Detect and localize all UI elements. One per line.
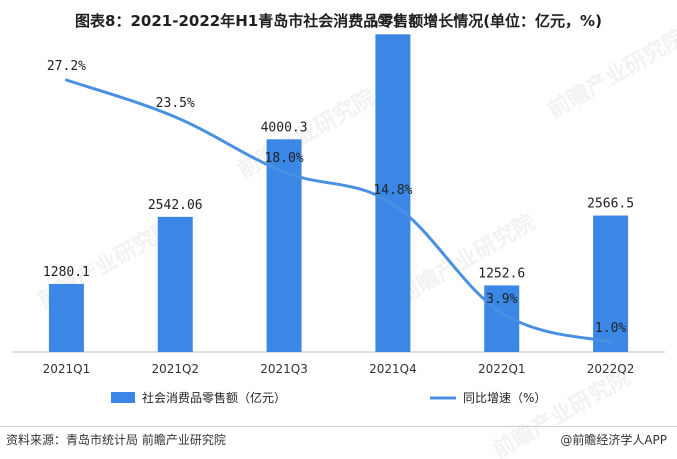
line-data-label: 1.0% — [595, 321, 626, 336]
line-data-label: 18.0% — [265, 151, 304, 166]
legend-bar-swatch — [111, 392, 135, 403]
legend-bar-label: 社会消费品零售额（亿元） — [142, 390, 286, 405]
bar — [593, 215, 629, 352]
x-tick-label: 2021Q1 — [43, 362, 91, 376]
line-labels: 27.2% 23.5% 18.0% 14.8% 3.9% 1.0% — [47, 59, 627, 336]
x-tick-labels: 2021Q1 2021Q2 2021Q3 2021Q4 2022Q1 2022Q2 — [43, 362, 635, 376]
bar-data-label: 5975.4 — [369, 15, 416, 30]
x-tick-label: 2021Q3 — [260, 362, 308, 376]
bar-data-label: 2566.5 — [587, 197, 634, 212]
legend-line-label: 同比增速（%） — [463, 391, 546, 405]
bar — [48, 283, 84, 352]
line-data-label: 27.2% — [47, 59, 86, 74]
x-tick-label: 2022Q2 — [587, 362, 635, 376]
line-data-label: 23.5% — [156, 96, 195, 111]
bar-labels: 1280.1 2542.06 4000.3 5975.4 1252.6 2566.5 — [43, 15, 634, 281]
x-tick-label: 2022Q1 — [478, 362, 526, 376]
bar-data-label: 2542.06 — [148, 198, 203, 213]
growth-line — [64, 78, 613, 344]
legend: 社会消费品零售额（亿元） 同比增速（%） — [111, 390, 546, 405]
x-tick-label: 2021Q2 — [151, 362, 199, 376]
brand-label: @前瞻经济学人APP — [560, 433, 667, 447]
bar-series — [48, 34, 629, 353]
source-note: 资料来源：青岛市统计局 前瞻产业研究院 — [6, 433, 226, 447]
bar-data-label: 1280.1 — [43, 265, 90, 280]
bar — [157, 216, 193, 352]
x-tick-label: 2021Q4 — [369, 362, 417, 376]
bar-data-label: 1252.6 — [478, 266, 525, 281]
chart-title: 图表8：2021-2022年H1青岛市社会消费品零售额增长情况(单位：亿元，%) — [75, 12, 602, 30]
bar — [375, 34, 411, 353]
watermark-text: 前瞻产业研究院 — [543, 24, 677, 124]
line-data-label: 3.9% — [486, 292, 517, 307]
footer-divider — [0, 426, 677, 427]
line-series — [64, 78, 613, 344]
brand-credit: @前瞻经济学人APP — [560, 431, 667, 448]
line-data-label: 14.8% — [373, 183, 412, 198]
bar-data-label: 4000.3 — [261, 120, 308, 135]
